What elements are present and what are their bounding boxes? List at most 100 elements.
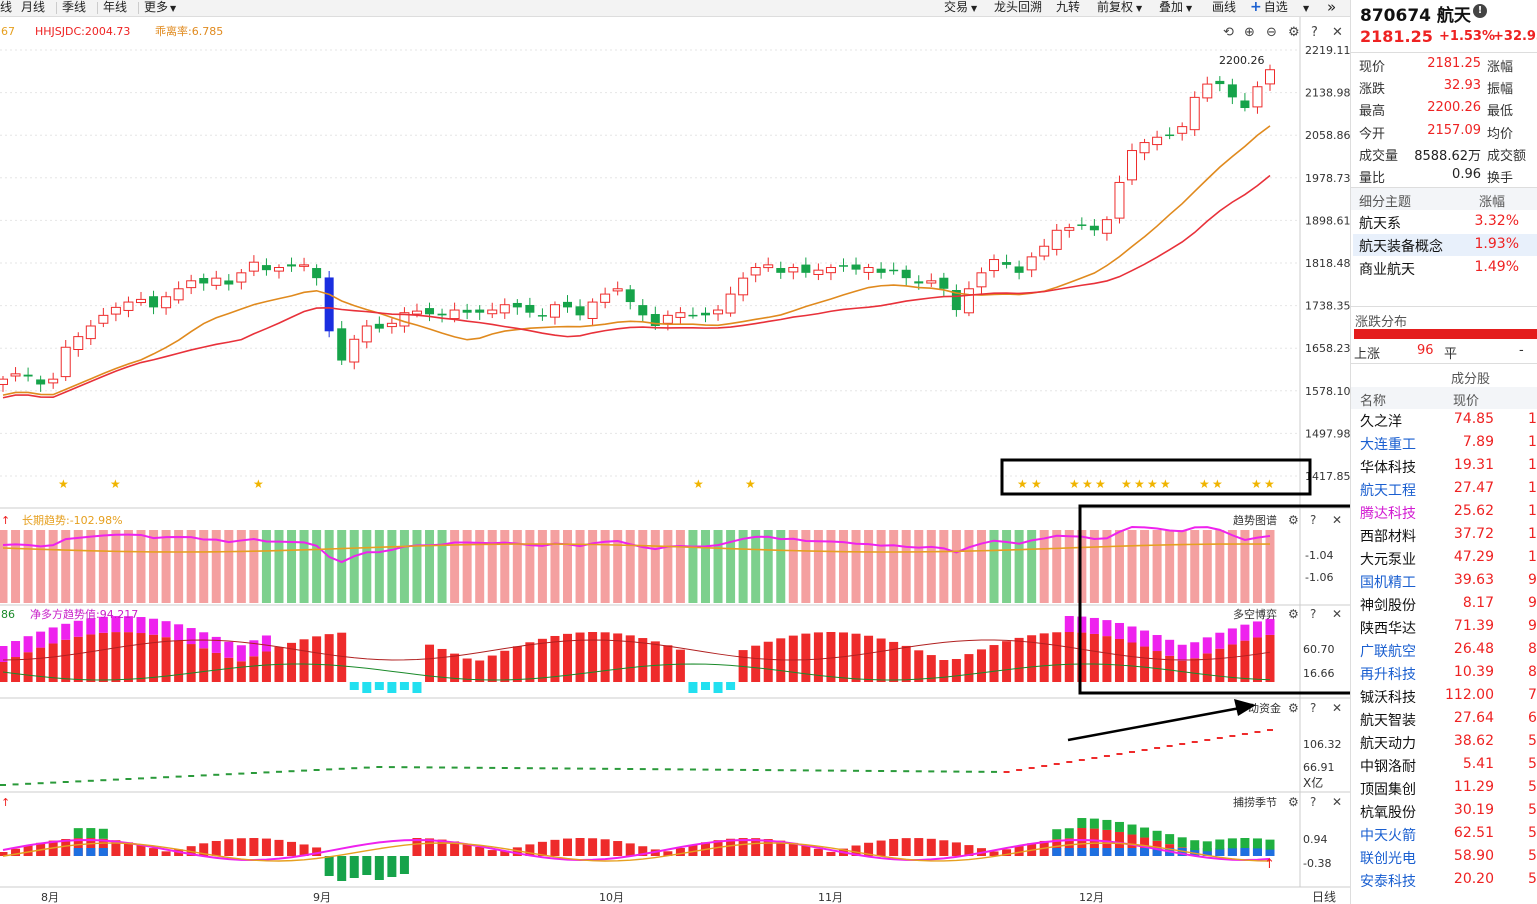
season-bar-blue [1240,848,1250,856]
candle-body [449,309,460,320]
long-short-panel[interactable] [0,616,1275,693]
constituent-name[interactable]: 西部材料 [1360,529,1416,545]
month-label: 12月 [1079,891,1104,904]
season-bar [1052,839,1062,856]
kline-panel[interactable]: ★ ★ ★ ★ ★ ★ ★ ★ ★ ★ ★ ★ ★ ★ ★ ★ ★ ★ [0,64,1275,491]
nine-turn-button[interactable]: 九转 [1056,0,1081,14]
trend-bar [1140,530,1150,603]
candle-body [776,268,786,273]
candle-body [1139,142,1150,154]
more-periods-menu[interactable]: 更多 ▼ [144,0,176,16]
candle-body [261,265,271,271]
candle-body [575,306,585,316]
game-bar-positive [312,636,322,682]
constituent-name[interactable]: 航天动力 [1360,736,1416,752]
period-day-tab[interactable]: 线 [0,0,13,14]
ma-prefix: 67 [1,25,15,38]
leader-backtrack-button[interactable]: 龙头回溯 [994,0,1043,14]
candle-body [312,268,322,279]
season-bar-blue [1215,848,1225,856]
info-icon[interactable]: ! [1473,4,1487,18]
season-bar [1089,828,1099,856]
constituent-name[interactable]: 国机精工 [1360,575,1416,591]
constituent-name[interactable]: 神剑股份 [1360,598,1416,614]
constituent-name[interactable]: 杭氧股份 [1360,805,1416,821]
constituent-name[interactable]: 再升科技 [1360,667,1416,683]
season-bar [149,848,159,856]
season-bar [23,845,33,856]
trend-bar [751,530,761,603]
game-bar-positive [36,647,46,682]
constituent-name[interactable]: 航天智装 [1360,713,1416,729]
candle-body [1077,224,1087,226]
overlay-menu[interactable]: 叠加 ▼ [1159,0,1192,16]
trend-map-panel[interactable] [0,525,1275,603]
season-line [2,838,1271,861]
fishing-season-panel[interactable] [0,818,1275,881]
candle-body [926,280,937,284]
constituent-name[interactable]: 腾达科技 [1360,506,1416,522]
constituent-name[interactable]: 华体科技 [1360,460,1416,476]
constituent-name[interactable]: 久之洋 [1360,414,1402,430]
month-label: 9月 [313,891,331,904]
expand-icon[interactable]: » [1327,0,1337,16]
trend-bar [462,530,472,603]
candle-body [1227,84,1237,98]
theme-name[interactable]: 商业航天 [1359,262,1415,278]
season-bar [412,838,422,856]
candle-body [287,264,297,267]
quote-label-secondary: 均价 [1487,126,1514,142]
game-bar-positive [1114,638,1124,682]
quote-label-secondary: 成交额 [1487,148,1527,164]
add-watchlist-button[interactable]: + 自选 [1250,0,1288,16]
period-quarter-tab[interactable]: 季线 [62,0,87,14]
trend-bar [613,530,623,603]
month-label: 8月 [41,891,59,904]
game-line-red [2,639,1271,661]
theme-name[interactable]: 航天系 [1359,216,1401,232]
draw-line-button[interactable]: 画线 [1212,0,1237,14]
constituent-name[interactable]: 航天工程 [1360,483,1416,499]
constituent-name[interactable]: 联创光电 [1360,851,1416,867]
season-bar-green [1202,841,1212,852]
candle-body [487,309,498,315]
theme-name[interactable]: 航天装备概念 [1359,239,1443,255]
quote-value: 2157.09 [1427,122,1481,138]
trend-bar [387,530,397,603]
game-bar-positive [675,649,685,682]
period-month-tab[interactable]: 月线 [21,0,46,14]
game-bar-strong [48,627,58,644]
close-icon: ✕ [1332,25,1343,40]
season-bar [136,845,146,856]
fund-title: 动资金 [1248,701,1281,715]
constituent-name[interactable]: 大元泵业 [1360,552,1416,568]
constituent-name[interactable]: 陕西华达 [1360,621,1416,637]
game-bar-strong [186,628,196,645]
game-bar-strong [111,616,121,633]
constituent-name[interactable]: 安泰科技 [1360,874,1416,890]
constituent-name[interactable]: 广联航空 [1360,644,1416,660]
constituent-name[interactable]: 中天火箭 [1360,828,1416,844]
signal-star-icon: ★ [58,477,69,491]
candle-body [248,261,259,272]
watchlist-dropdown[interactable]: ▼ [1303,0,1309,16]
game-bar-positive [1002,641,1012,682]
season-bar-green [1064,828,1074,839]
constituent-name[interactable]: 中钢洛耐 [1360,759,1416,775]
constituent-price: 38.62 [1453,733,1494,749]
axis-labels: 2219.11 2138.98 2058.86 1978.73 1898.61 1818.… [41,44,1350,904]
trend-bar [939,530,949,603]
constituent-name[interactable]: 大连重工 [1360,437,1416,453]
fund-flow-panel[interactable] [0,729,1273,786]
trade-menu[interactable]: 交易 ▼ [944,0,977,16]
stock-chart[interactable]: ★ ★ ★ ★ ★ ★ ★ ★ ★ ★ ★ ★ ★ ★ ★ ★ ★ ★ 2219.112138.982058.86… [0,17,1350,904]
period-year-tab[interactable]: 年线 [103,0,128,14]
forward-adjust-menu[interactable]: 前复权 ▼ [1097,0,1142,16]
trend-bar [11,530,21,603]
trend-bar [1177,530,1187,603]
annotation-arrow-head [1234,699,1256,716]
game-bar-strong [23,636,33,653]
theme-change: 3.32% [1474,213,1519,229]
constituent-name[interactable]: 铖沃科技 [1360,690,1416,706]
constituent-name[interactable]: 顶固集创 [1360,782,1416,798]
